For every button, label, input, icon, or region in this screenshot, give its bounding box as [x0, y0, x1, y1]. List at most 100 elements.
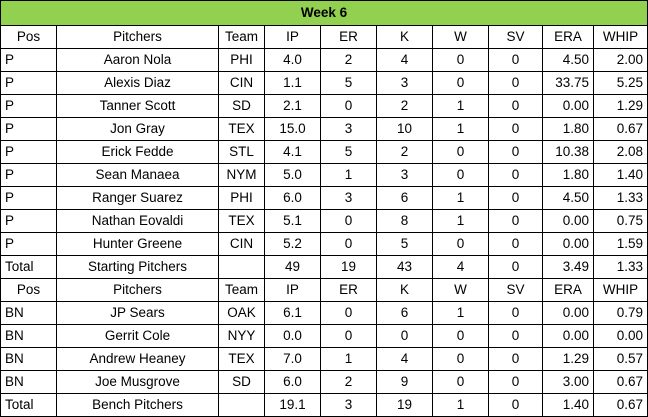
column-header: WHIP — [592, 25, 648, 49]
team-cell: SD — [218, 370, 265, 394]
era-cell: 0.00 — [542, 324, 594, 348]
table-row: BN JP Sears OAK 6.1 0 6 1 0 0.00 0.79 — [0, 301, 648, 325]
k-cell: 2 — [376, 94, 433, 118]
bench-header-row: Pos Pitchers Team IP ER K W SV ERA WHIP — [0, 278, 648, 302]
whip-cell: 0.67 — [592, 117, 648, 141]
table-row: P Aaron Nola PHI 4.0 2 4 0 0 4.50 2.00 — [0, 48, 648, 72]
whip-cell: 0.57 — [592, 347, 648, 371]
er-cell: 3 — [320, 117, 377, 141]
ip-cell: 7.0 — [264, 347, 321, 371]
w-cell: 0 — [432, 48, 489, 72]
column-header: ER — [320, 25, 377, 49]
era-cell: 3.49 — [542, 255, 594, 279]
k-cell: 3 — [376, 71, 433, 95]
ip-cell: 6.0 — [264, 186, 321, 210]
whip-cell: 0.00 — [592, 324, 648, 348]
column-header: K — [376, 278, 433, 302]
k-cell: 8 — [376, 209, 433, 233]
ip-cell: 5.0 — [264, 163, 321, 187]
k-cell: 6 — [376, 186, 433, 210]
k-cell: 43 — [376, 255, 433, 279]
pitcher-cell: Nathan Eovaldi — [56, 209, 219, 233]
ip-cell: 0.0 — [264, 324, 321, 348]
w-cell: 0 — [432, 71, 489, 95]
pos-cell: P — [0, 232, 57, 256]
team-cell: TEX — [218, 209, 265, 233]
w-cell: 0 — [432, 140, 489, 164]
k-cell: 0 — [376, 324, 433, 348]
era-cell: 1.80 — [542, 117, 594, 141]
column-header: IP — [264, 278, 321, 302]
er-cell: 1 — [320, 347, 377, 371]
pos-cell: BN — [0, 324, 57, 348]
team-cell: CIN — [218, 232, 265, 256]
team-cell: NYM — [218, 163, 265, 187]
pos-cell: P — [0, 209, 57, 233]
k-cell: 3 — [376, 163, 433, 187]
pitcher-cell: Aaron Nola — [56, 48, 219, 72]
pitcher-cell: Alexis Diaz — [56, 71, 219, 95]
team-cell: SD — [218, 94, 265, 118]
era-cell: 1.80 — [542, 163, 594, 187]
pitcher-cell: JP Sears — [56, 301, 219, 325]
column-header: SV — [488, 25, 543, 49]
sv-cell: 0 — [488, 301, 543, 325]
column-header: WHIP — [592, 278, 648, 302]
ip-cell: 19.1 — [264, 393, 321, 417]
k-cell: 9 — [376, 370, 433, 394]
table-row: BN Andrew Heaney TEX 7.0 1 4 0 0 1.29 0.57 — [0, 347, 648, 371]
k-cell: 2 — [376, 140, 433, 164]
era-cell: 10.38 — [542, 140, 594, 164]
title-row: Week 6 — [0, 0, 648, 26]
er-cell: 0 — [320, 324, 377, 348]
er-cell: 3 — [320, 186, 377, 210]
table-row: P Tanner Scott SD 2.1 0 2 1 0 0.00 1.29 — [0, 94, 648, 118]
w-cell: 0 — [432, 163, 489, 187]
er-cell: 0 — [320, 209, 377, 233]
table-row: P Nathan Eovaldi TEX 5.1 0 8 1 0 0.00 0.75 — [0, 209, 648, 233]
column-header: K — [376, 25, 433, 49]
pos-cell: P — [0, 48, 57, 72]
sv-cell: 0 — [488, 140, 543, 164]
pos-cell: P — [0, 163, 57, 187]
whip-cell: 1.40 — [592, 163, 648, 187]
er-cell: 3 — [320, 393, 377, 417]
column-header: ERA — [542, 278, 594, 302]
whip-cell: 1.59 — [592, 232, 648, 256]
sv-cell: 0 — [488, 255, 543, 279]
team-cell — [218, 255, 265, 279]
pitcher-cell: Ranger Suarez — [56, 186, 219, 210]
whip-cell: 0.67 — [592, 393, 648, 417]
w-cell: 0 — [432, 347, 489, 371]
er-cell: 1 — [320, 163, 377, 187]
whip-cell: 0.75 — [592, 209, 648, 233]
table-row: P Jon Gray TEX 15.0 3 10 1 0 1.80 0.67 — [0, 117, 648, 141]
table-row: P Hunter Greene CIN 5.2 0 5 0 0 0.00 1.59 — [0, 232, 648, 256]
pos-cell: P — [0, 117, 57, 141]
ip-cell: 6.0 — [264, 370, 321, 394]
ip-cell: 5.2 — [264, 232, 321, 256]
sv-cell: 0 — [488, 163, 543, 187]
w-cell: 0 — [432, 370, 489, 394]
whip-cell: 5.25 — [592, 71, 648, 95]
w-cell: 4 — [432, 255, 489, 279]
era-cell: 1.40 — [542, 393, 594, 417]
column-header: Pitchers — [56, 278, 219, 302]
column-header: W — [432, 278, 489, 302]
era-cell: 0.00 — [542, 94, 594, 118]
sv-cell: 0 — [488, 117, 543, 141]
w-cell: 1 — [432, 393, 489, 417]
pitcher-cell: Gerrit Cole — [56, 324, 219, 348]
column-header: Pitchers — [56, 25, 219, 49]
table-row: P Ranger Suarez PHI 6.0 3 6 1 0 4.50 1.33 — [0, 186, 648, 210]
era-cell: 4.50 — [542, 186, 594, 210]
ip-cell: 4.0 — [264, 48, 321, 72]
pos-cell: P — [0, 71, 57, 95]
er-cell: 0 — [320, 94, 377, 118]
whip-cell: 0.79 — [592, 301, 648, 325]
era-cell: 0.00 — [542, 232, 594, 256]
er-cell: 0 — [320, 232, 377, 256]
er-cell: 2 — [320, 48, 377, 72]
ip-cell: 49 — [264, 255, 321, 279]
